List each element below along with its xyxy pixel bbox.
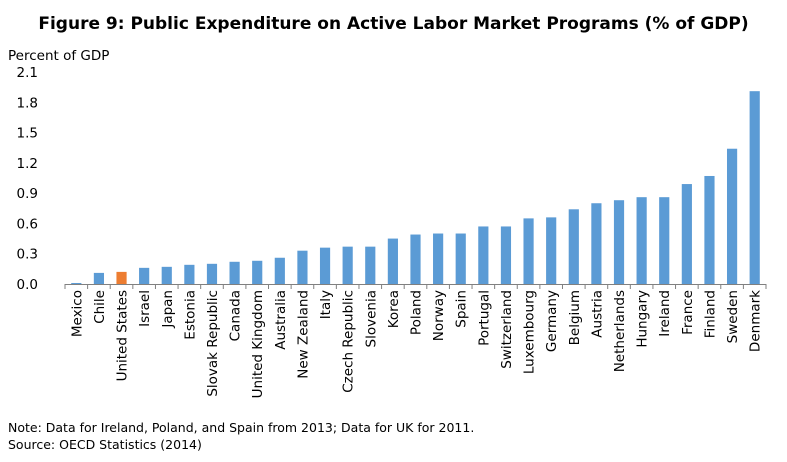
bar-hungary — [636, 197, 647, 284]
bar-belgium — [568, 209, 579, 284]
bar-germany — [546, 217, 557, 284]
x-category-label: Korea — [386, 290, 402, 328]
x-category-label: Italy — [318, 290, 334, 319]
x-category-label: Norway — [431, 290, 447, 341]
x-category-label: Mexico — [69, 290, 85, 337]
bar-estonia — [184, 264, 195, 284]
bar-japan — [161, 266, 172, 284]
bar-korea — [387, 238, 398, 284]
bar-united-states — [116, 271, 127, 284]
x-category-label: Belgium — [567, 290, 583, 345]
bar-sweden — [726, 148, 738, 284]
x-category-label: Netherlands — [612, 290, 628, 372]
x-axis-labels: Mexico Chile United States Israel Japan Eston… — [69, 290, 763, 399]
x-category-label: United Kingdom — [250, 290, 266, 398]
bar-mexico — [71, 282, 82, 284]
x-category-label: Luxembourg — [522, 290, 538, 374]
y-axis-ticks: 0.0 0.3 0.6 0.9 1.2 1.5 1.8 2.1 — [17, 65, 38, 293]
bar-france — [681, 184, 692, 284]
x-category-label: Germany — [544, 290, 560, 352]
bar-finland — [704, 175, 715, 284]
y-tick-label: 0.6 — [17, 216, 38, 232]
x-axis-ticks — [64, 284, 767, 289]
x-category-label: Denmark — [748, 290, 764, 352]
bar-slovenia — [365, 246, 376, 284]
bar-austria — [591, 203, 602, 284]
x-category-label: Japan — [160, 290, 176, 329]
x-category-label: New Zealand — [295, 290, 311, 379]
bars — [71, 91, 760, 284]
x-category-label: Estonia — [182, 290, 198, 340]
x-category-label: Hungary — [635, 290, 651, 348]
x-category-label: Chile — [92, 290, 108, 324]
bar-netherlands — [613, 200, 625, 284]
bar-portugal — [478, 226, 489, 284]
bar-united-kingdom — [252, 260, 263, 284]
chart-note: Note: Data for Ireland, Poland, and Spai… — [8, 420, 475, 435]
bar-italy — [319, 247, 331, 284]
bar-norway — [433, 233, 444, 284]
bar-czech-republic — [342, 246, 353, 284]
bar-luxembourg — [523, 218, 534, 284]
x-category-label: Canada — [228, 290, 244, 341]
y-tick-label: 0.0 — [17, 277, 38, 293]
bar-canada — [229, 261, 240, 284]
y-tick-label: 1.2 — [17, 156, 38, 172]
x-category-label: United States — [115, 290, 131, 381]
bar-switzerland — [500, 226, 512, 284]
bar-chile — [93, 272, 105, 284]
bar-denmark — [749, 91, 760, 284]
x-category-label: Finland — [702, 290, 718, 338]
x-category-label: Israel — [137, 290, 153, 327]
chart-source: Source: OECD Statistics (2014) — [8, 437, 202, 452]
chart-title: Figure 9: Public Expenditure on Active L… — [38, 14, 749, 34]
bar-slovak-republic — [206, 263, 218, 284]
x-category-label: Spain — [454, 290, 470, 328]
y-tick-label: 1.8 — [17, 95, 38, 111]
bar-ireland — [659, 197, 670, 284]
x-category-label: Slovak Republic — [205, 290, 221, 397]
x-category-label: Czech Republic — [341, 290, 357, 393]
y-tick-label: 0.9 — [17, 186, 38, 202]
y-axis-label: Percent of GDP — [8, 48, 109, 64]
x-category-label: Slovenia — [363, 290, 379, 347]
x-category-label: France — [680, 290, 696, 335]
bar-poland — [410, 234, 421, 284]
y-tick-label: 0.3 — [17, 247, 38, 263]
bar-australia — [274, 257, 285, 284]
x-category-label: Austria — [589, 290, 605, 338]
x-category-label: Ireland — [657, 290, 673, 337]
x-category-label: Switzerland — [499, 290, 515, 369]
y-tick-label: 2.1 — [17, 65, 38, 81]
x-category-label: Poland — [409, 290, 425, 335]
x-category-label: Australia — [273, 290, 289, 350]
bar-spain — [455, 233, 466, 284]
bar-israel — [139, 267, 150, 284]
x-category-label: Portugal — [476, 290, 492, 346]
bar-new-zealand — [297, 250, 308, 284]
y-tick-label: 1.5 — [17, 126, 38, 142]
x-category-label: Sweden — [725, 290, 741, 343]
